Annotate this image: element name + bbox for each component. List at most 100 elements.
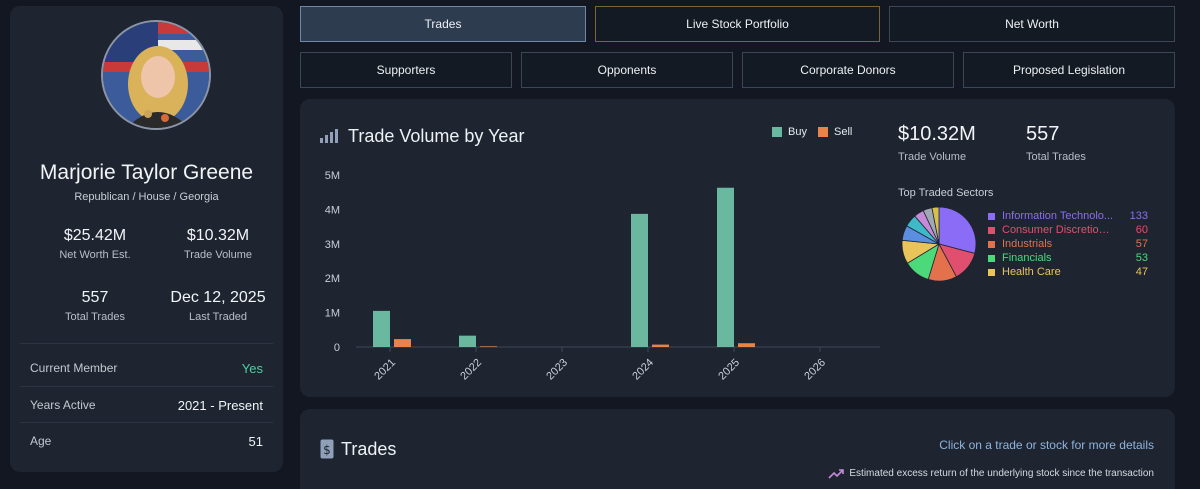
sectors-pie-chart[interactable] [901,206,977,282]
pie-slice[interactable] [931,206,940,245]
trend-up-icon [828,468,845,479]
x-tick-label: 2021 [372,357,398,383]
current-member-label: Current Member [30,361,118,375]
legend-sell-label: Sell [834,126,853,138]
excess-return-text: Estimated excess return of the underlyin… [849,468,1154,479]
sector-dot [988,240,995,248]
buy-bar [631,213,648,347]
current-member-row: Current Member Yes [10,350,283,386]
sector-name: Financials [1002,252,1052,264]
sector-row[interactable]: Industrials 57 [988,237,1148,251]
sectors-title: Top Traded Sectors [898,187,994,199]
tab-supporters[interactable]: Supporters [300,52,512,88]
total-trades-value: 557 [81,289,109,306]
signal-bars-icon [320,129,338,143]
sector-dot [988,254,995,262]
x-tick-label: 2023 [544,357,570,383]
sell-bar [652,344,669,347]
legend-buy-label: Buy [788,126,807,138]
divider [20,386,273,387]
portrait-image [103,22,209,128]
tab-net-worth[interactable]: Net Worth [889,6,1175,42]
svg-text:$: $ [323,443,331,457]
years-active-label: Years Active [30,398,96,412]
last-traded-value: Dec 12, 2025 [170,289,266,306]
member-affiliation: Republican / House / Georgia [74,191,219,203]
sector-dot [988,212,995,220]
profile-card: Marjorie Taylor Greene Republican / Hous… [10,6,283,472]
avatar [101,20,211,130]
sector-row[interactable]: Consumer Discretiona... 60 [988,223,1148,237]
age-row: Age 51 [10,423,283,459]
tab-live-stock-portfolio[interactable]: Live Stock Portfolio [595,6,880,42]
tab-opponents[interactable]: Opponents [521,52,733,88]
tab-proposed-legislation[interactable]: Proposed Legislation [963,52,1175,88]
age-label: Age [30,434,52,448]
divider [20,343,273,344]
trades-panel: $ Trades Click on a trade or stock for m… [300,409,1175,489]
summary-volume-value: $10.32M [898,123,976,145]
buy-bar [717,187,734,347]
legend-buy[interactable]: Buy [772,126,807,138]
legend-sell[interactable]: Sell [818,126,852,138]
y-tick-label: 3M [325,239,340,251]
excess-return-note: Estimated excess return of the underlyin… [828,468,1154,479]
sector-count: 53 [1135,252,1148,264]
sector-dot [988,268,995,276]
x-tick-label: 2024 [630,357,656,383]
dollar-document-icon: $ [320,439,334,459]
y-tick-label: 2M [325,273,340,285]
net-worth-label: Net Worth Est. [59,249,131,261]
total-trades-label: Total Trades [65,311,125,323]
trade-volume-label: Trade Volume [183,249,253,261]
last-traded-label: Last Traded [188,311,248,323]
sector-count: 60 [1135,224,1148,236]
sector-name: Consumer Discretiona... [1002,224,1114,236]
y-tick-label: 0 [334,342,340,354]
tab-trades[interactable]: Trades [300,6,586,42]
buy-bar [459,335,476,347]
last-traded-stat: Dec 12, 2025 Last Traded [153,289,283,323]
y-tick-label: 5M [325,170,340,182]
sell-bar [394,339,411,347]
trade-volume-value: $10.32M [186,227,250,244]
y-tick-label: 1M [325,308,340,320]
trades-title: Trades [341,439,397,459]
current-member-value: Yes [241,360,263,376]
trade-volume-stat: $10.32M Trade Volume [153,227,283,261]
buy-bar [373,310,390,347]
y-tick-label: 4M [325,204,340,216]
years-active-row: Years Active 2021 - Present [10,387,283,423]
trades-hint: Click on a trade or stock for more detai… [939,438,1154,452]
buy-swatch [772,127,782,137]
sector-dot [988,226,995,234]
trade-volume-bar-chart: 0 1M 2M 3M 4M 5M 2021 2022 2023 2024 2025 2026 [325,170,880,383]
summary-trades-label: Total Trades [1026,151,1086,163]
sector-name: Information Technolo... [1002,210,1114,222]
sector-name: Health Care [1002,266,1061,278]
sector-count: 47 [1135,266,1148,278]
sell-bar [738,343,755,347]
x-tick-label: 2025 [716,357,742,383]
trade-volume-panel: Trade Volume by Year Buy Sell 0 1M 2M 3M 4M 5… [300,99,1175,397]
sector-row[interactable]: Information Technolo... 133 [988,209,1148,223]
pie-slice[interactable] [938,206,977,254]
x-tick-label: 2022 [458,357,484,383]
summary-volume-label: Trade Volume [898,151,967,163]
age-value: 51 [248,433,263,449]
net-worth-stat: $25.42M Net Worth Est. [30,227,160,261]
sector-row[interactable]: Health Care 47 [988,265,1148,279]
sector-count: 57 [1135,238,1148,250]
years-active-value: 2021 - Present [177,397,263,413]
sector-name: Industrials [1002,238,1053,250]
sell-swatch [818,127,828,137]
tab-corporate-donors[interactable]: Corporate Donors [742,52,954,88]
net-worth-value: $25.42M [63,227,127,244]
chart-title: Trade Volume by Year [348,126,525,146]
divider [20,422,273,423]
sector-row[interactable]: Financials 53 [988,251,1148,265]
total-trades-stat: 557 Total Trades [30,289,160,323]
x-tick-label: 2026 [802,357,828,383]
member-name: Marjorie Taylor Greene [39,161,254,184]
sell-bar [480,346,497,347]
